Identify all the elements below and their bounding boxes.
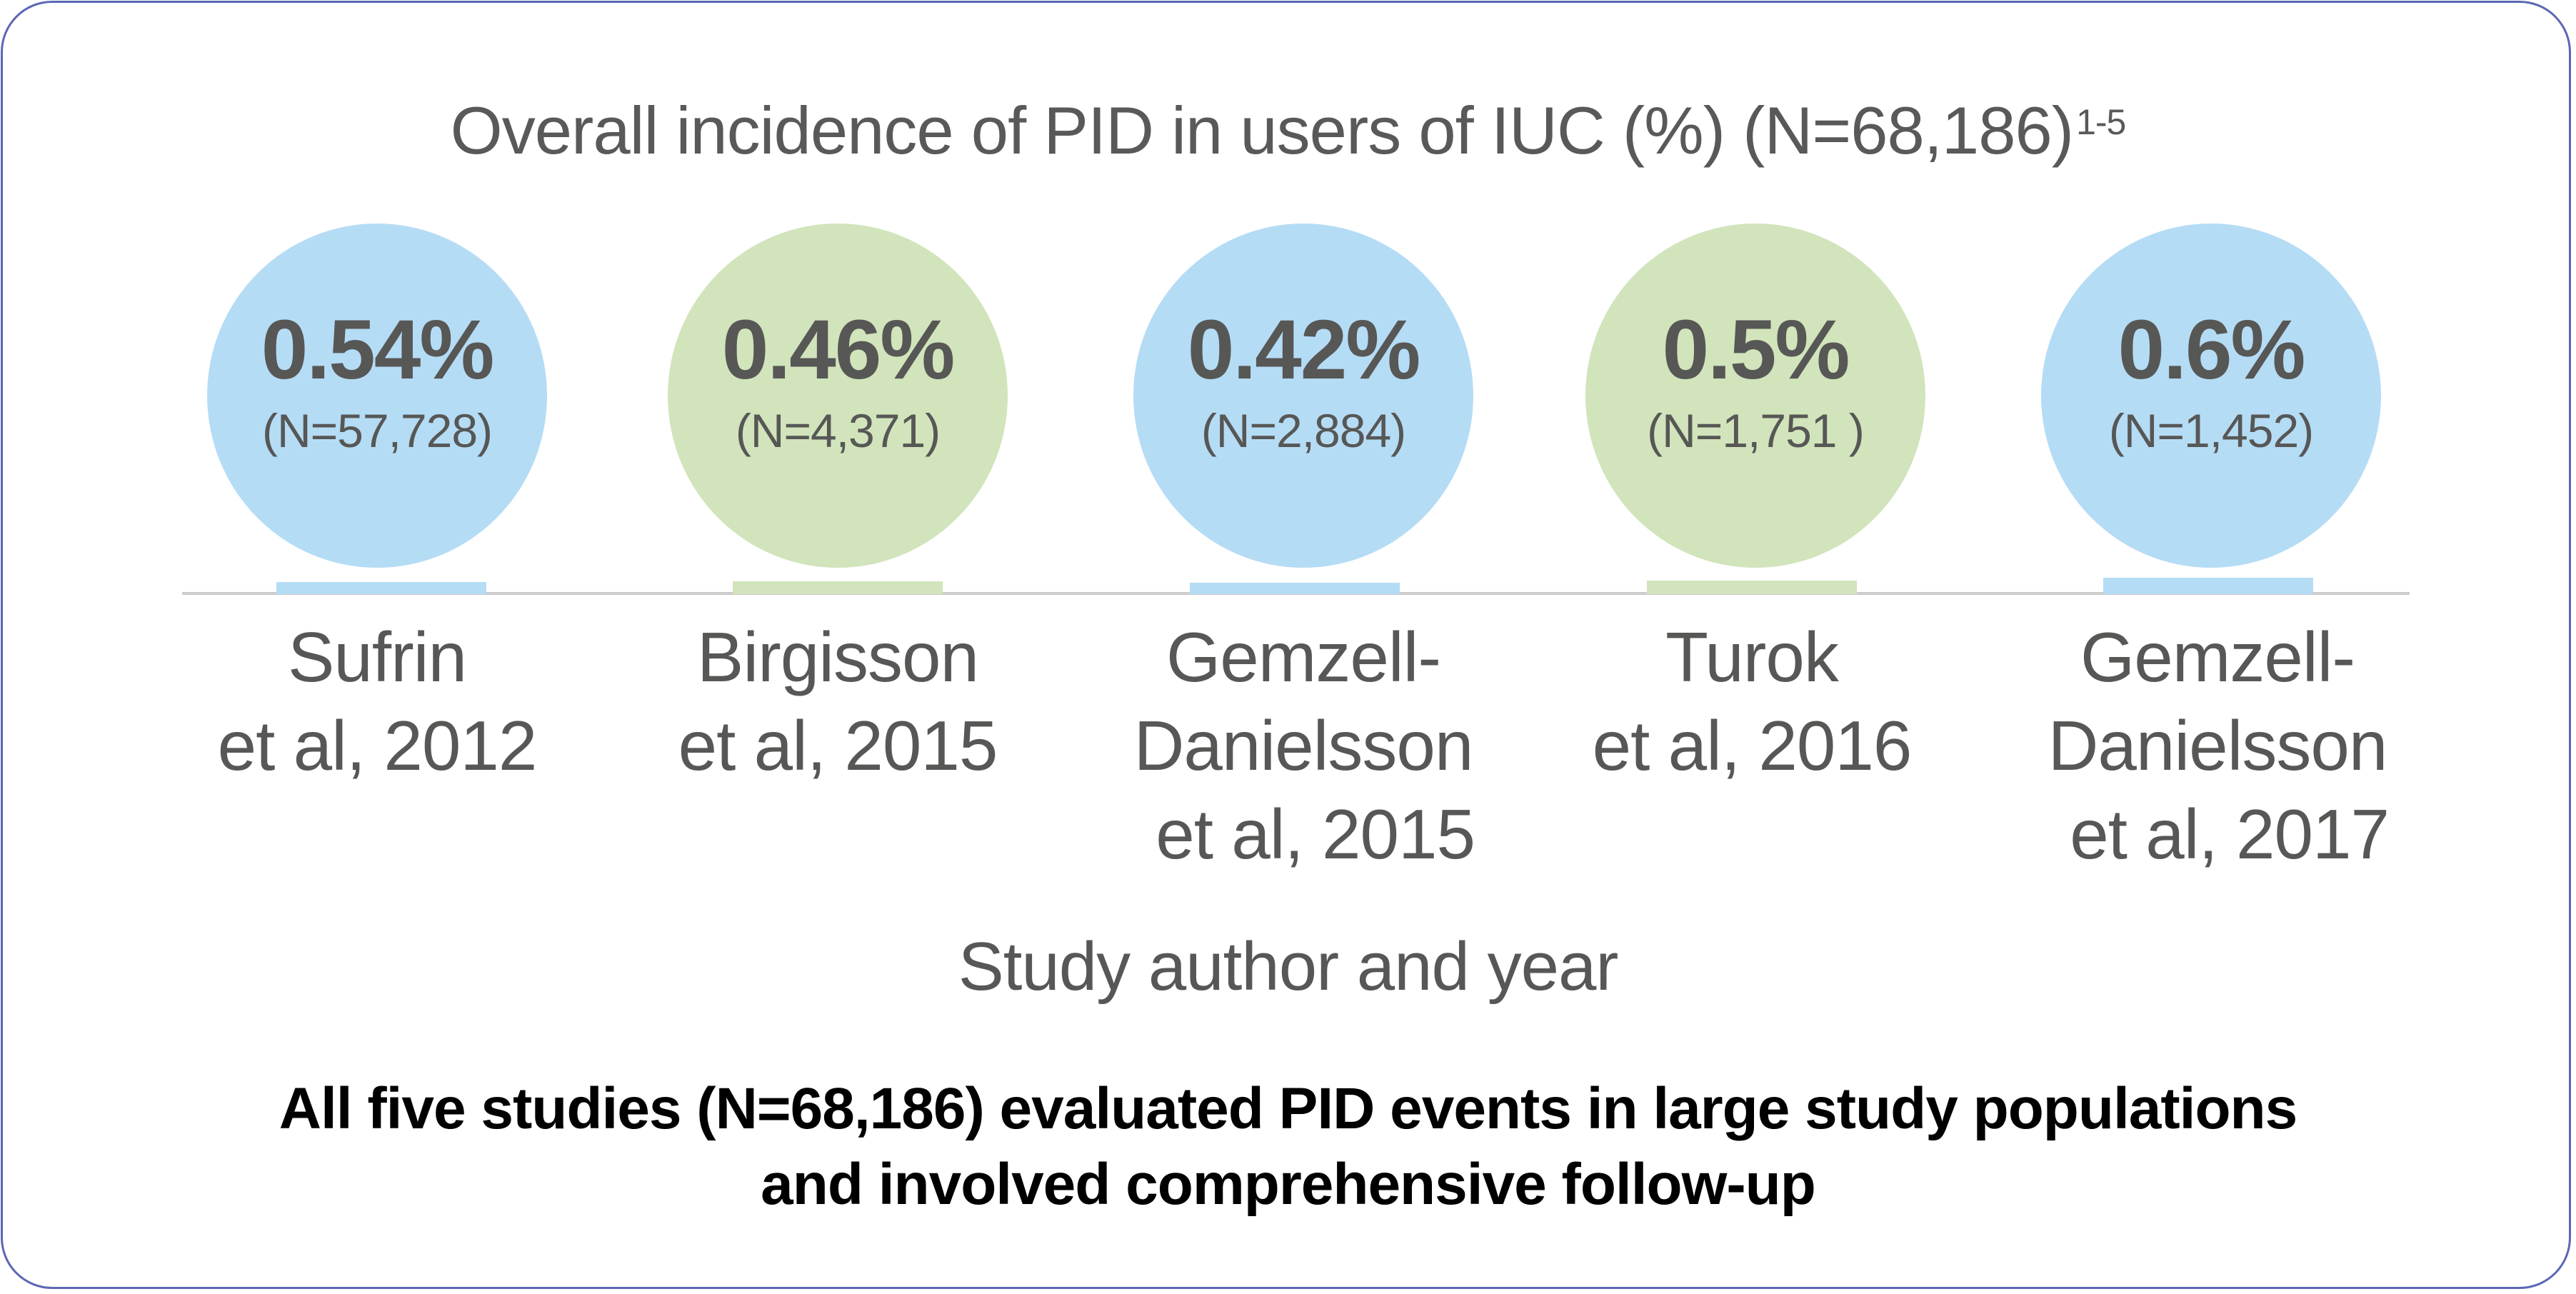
label-line: et al, 2015 <box>678 706 998 785</box>
study-bubble-turok-2016: 0.5% (N=1,751 ) <box>1585 224 1925 568</box>
category-label-gemzell-danielsson-2017: Gemzell- Danielsson et al, 2017 <box>2018 613 2417 878</box>
study-bubble-gemzell-danielsson-2015: 0.42% (N=2,884) <box>1133 224 1473 568</box>
study-bubble-sufrin-2012: 0.54% (N=57,728) <box>207 224 547 568</box>
category-label-gemzell-danielsson-2015: Gemzell- Danielsson et al, 2015 <box>1103 613 1503 878</box>
sample-size: (N=4,371) <box>735 404 941 457</box>
chart-title: Overall incidence of PID in users of IUC… <box>0 84 2576 177</box>
category-label-sufrin-2012: Sufrin et al, 2012 <box>177 613 577 790</box>
bar-sufrin-2012 <box>276 582 486 594</box>
label-line: Gemzell- <box>1166 618 1441 696</box>
label-line: Turok <box>1665 618 1839 696</box>
sample-size: (N=2,884) <box>1201 404 1406 457</box>
sample-size: (N=1,751 ) <box>1647 404 1865 457</box>
summary-statement: All five studies (N=68,186) evaluated PI… <box>0 1071 2576 1223</box>
incidence-value: 0.46% <box>721 303 956 397</box>
study-bubble-birgisson-2015: 0.46% (N=4,371) <box>668 224 1008 568</box>
label-line: Sufrin <box>287 618 467 696</box>
incidence-value: 0.54% <box>261 303 495 397</box>
label-line: Birgisson <box>696 618 979 696</box>
label-line: et al, 2017 <box>2070 795 2390 873</box>
study-bubble-gemzell-danielsson-2017: 0.6% (N=1,452) <box>2041 224 2381 568</box>
summary-line-1: All five studies (N=68,186) evaluated PI… <box>279 1076 2297 1141</box>
bar-turok-2016 <box>1647 581 1857 594</box>
label-line: Danielsson <box>2048 706 2388 785</box>
incidence-value: 0.42% <box>1187 303 1421 397</box>
incidence-value: 0.6% <box>2118 303 2306 397</box>
chart-title-text: Overall incidence of PID in users of IUC… <box>450 93 2074 168</box>
sample-size: (N=57,728) <box>261 404 493 457</box>
chart-title-reference: 1-5 <box>2076 102 2126 142</box>
x-axis-title: Study author and year <box>958 928 1619 1005</box>
label-line: et al, 2015 <box>1156 795 1475 873</box>
summary-line-2: and involved comprehensive follow-up <box>761 1152 1816 1217</box>
category-label-birgisson-2015: Birgisson et al, 2015 <box>638 613 1038 790</box>
bar-gemzell-danielsson-2017 <box>2103 578 2313 594</box>
sample-size: (N=1,452) <box>2108 404 2314 457</box>
label-line: et al, 2016 <box>1592 706 1913 785</box>
incidence-value: 0.5% <box>1662 303 1850 397</box>
label-line: Gemzell- <box>2080 618 2355 696</box>
bar-gemzell-danielsson-2015 <box>1190 583 1400 594</box>
label-line: Danielsson <box>1133 706 1474 785</box>
category-label-turok-2016: Turok et al, 2016 <box>1552 613 1952 790</box>
label-line: et al, 2012 <box>217 706 538 785</box>
bar-birgisson-2015 <box>733 581 943 594</box>
